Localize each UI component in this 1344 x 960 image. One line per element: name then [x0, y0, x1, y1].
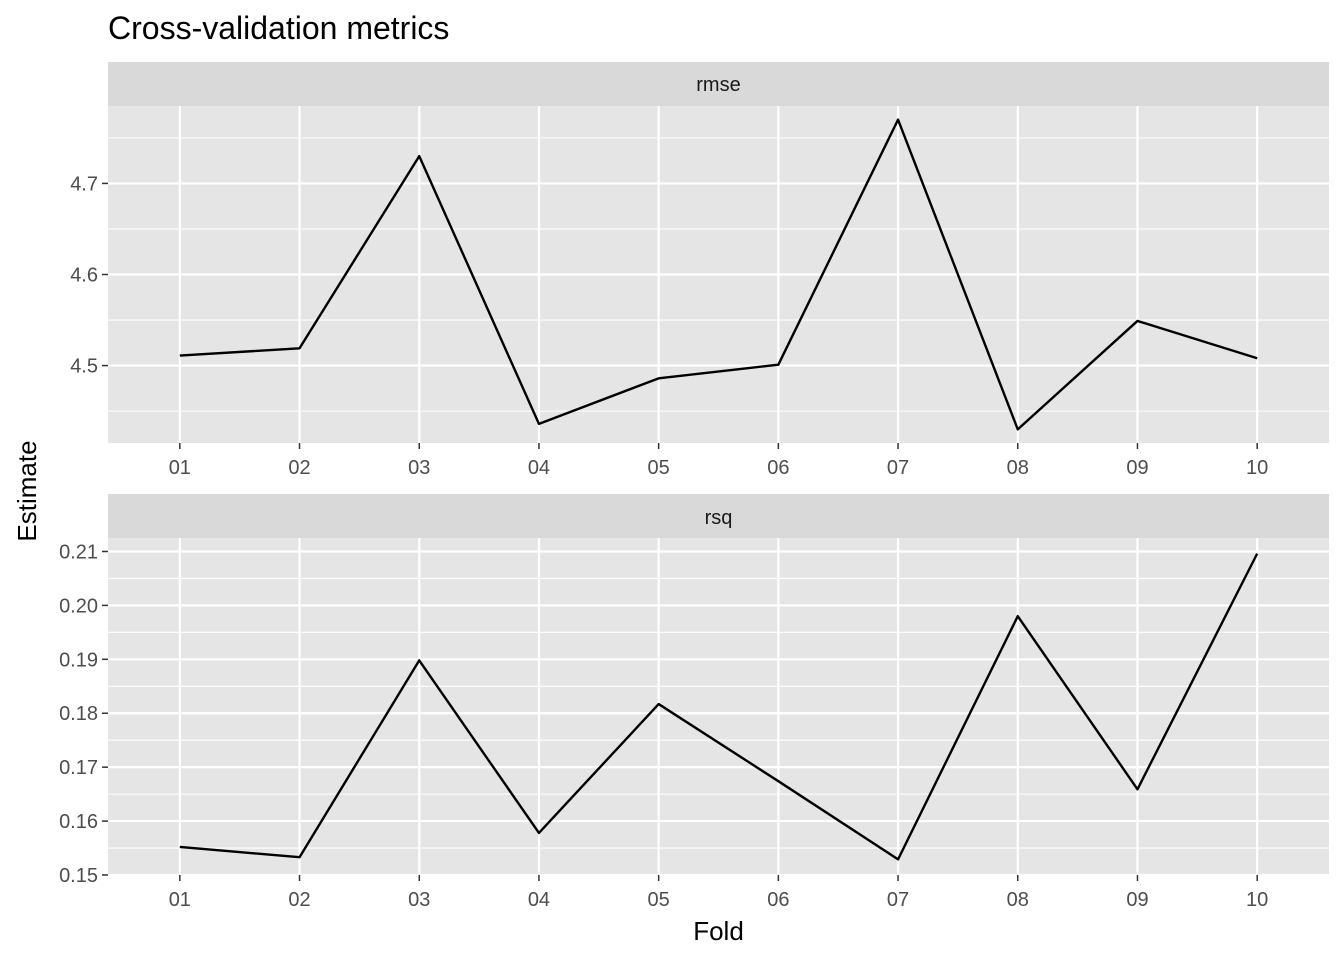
x-tick-label-rmse-06: 06	[767, 457, 789, 479]
x-tick-label-rsq-03: 03	[408, 889, 430, 911]
facet-rsq: rsq 0.150.160.170.180.190.200.21 01 02 03 0…	[59, 494, 1329, 911]
facet-rsq-minor-gridlines	[108, 577, 1329, 849]
x-tick-label-rsq-10: 10	[1246, 889, 1268, 911]
facet-rmse-minor-gridlines	[108, 137, 1329, 412]
x-tick-label-rmse-10: 10	[1246, 457, 1268, 479]
y-tick-label-rsq-6: 0.21	[59, 541, 98, 563]
facet-rmse-strip-label: rmse	[696, 74, 740, 96]
facet-rsq-line	[179, 553, 1259, 861]
x-tick-label-rmse-02: 02	[288, 457, 310, 479]
facet-rsq-y-axis: 0.15 0.16 0.17 0.18 0.19 0.20 0.21	[59, 541, 108, 887]
facet-rsq-strip-label: rsq	[705, 507, 733, 529]
y-tick-label-rsq-4: 0.19	[59, 649, 98, 671]
x-tick-label-rsq-02: 02	[288, 889, 310, 911]
facet-rsq-strip	[108, 494, 1329, 538]
x-tick-label-rsq-07: 07	[887, 889, 909, 911]
x-tick-label-rmse-07: 07	[887, 457, 909, 479]
y-tick-label-rmse-0: 4.5	[70, 356, 98, 378]
x-tick-label-rmse-04: 04	[528, 457, 550, 479]
x-tick-label-rsq-05: 05	[648, 889, 670, 911]
x-tick-label-rsq-04: 04	[528, 889, 550, 911]
facet-rmse: rmse 4.5 4.6 4.7 01 02 03 04 05 06 07 08 09 10	[70, 62, 1329, 479]
y-tick-label-rsq-1: 0.16	[59, 811, 98, 833]
y-tick-label-rsq-2: 0.17	[59, 757, 98, 779]
facet-rmse-strip	[108, 62, 1329, 106]
x-tick-label-rsq-09: 09	[1126, 889, 1148, 911]
chart-title: Cross-validation metrics	[108, 10, 449, 46]
x-tick-label-rmse-08: 08	[1007, 457, 1029, 479]
y-tick-label-rsq-3: 0.18	[59, 703, 98, 725]
x-tick-label-rsq-01: 01	[169, 889, 191, 911]
x-axis-title: Fold	[693, 916, 744, 946]
y-tick-label-rsq-0: 0.15	[59, 865, 98, 887]
facet-rsq-x-axis: 01 02 03 04 05 06 07 08 09 10	[169, 875, 1268, 911]
facet-rmse-y-axis: 4.5 4.6 4.7	[70, 173, 108, 378]
facet-rmse-line	[179, 118, 1258, 431]
y-tick-label-rsq-5: 0.20	[59, 595, 98, 617]
x-tick-label-rmse-05: 05	[648, 457, 670, 479]
facet-rmse-x-axis: 01 02 03 04 05 06 07 08 09 10	[169, 443, 1268, 479]
x-tick-label-rsq-08: 08	[1007, 889, 1029, 911]
x-tick-label-rmse-03: 03	[408, 457, 430, 479]
facet-rsq-panel	[108, 538, 1329, 875]
x-tick-label-rmse-09: 09	[1126, 457, 1148, 479]
y-tick-label-rmse-1: 4.6	[70, 265, 98, 287]
facet-rmse-major-gridlines	[108, 106, 1329, 443]
x-tick-label-rmse-01: 01	[169, 457, 191, 479]
y-axis-title: Estimate	[12, 440, 42, 541]
facet-rsq-major-gridlines	[108, 538, 1329, 877]
x-tick-label-rsq-06: 06	[767, 889, 789, 911]
y-tick-label-rmse-2: 4.7	[70, 173, 98, 195]
